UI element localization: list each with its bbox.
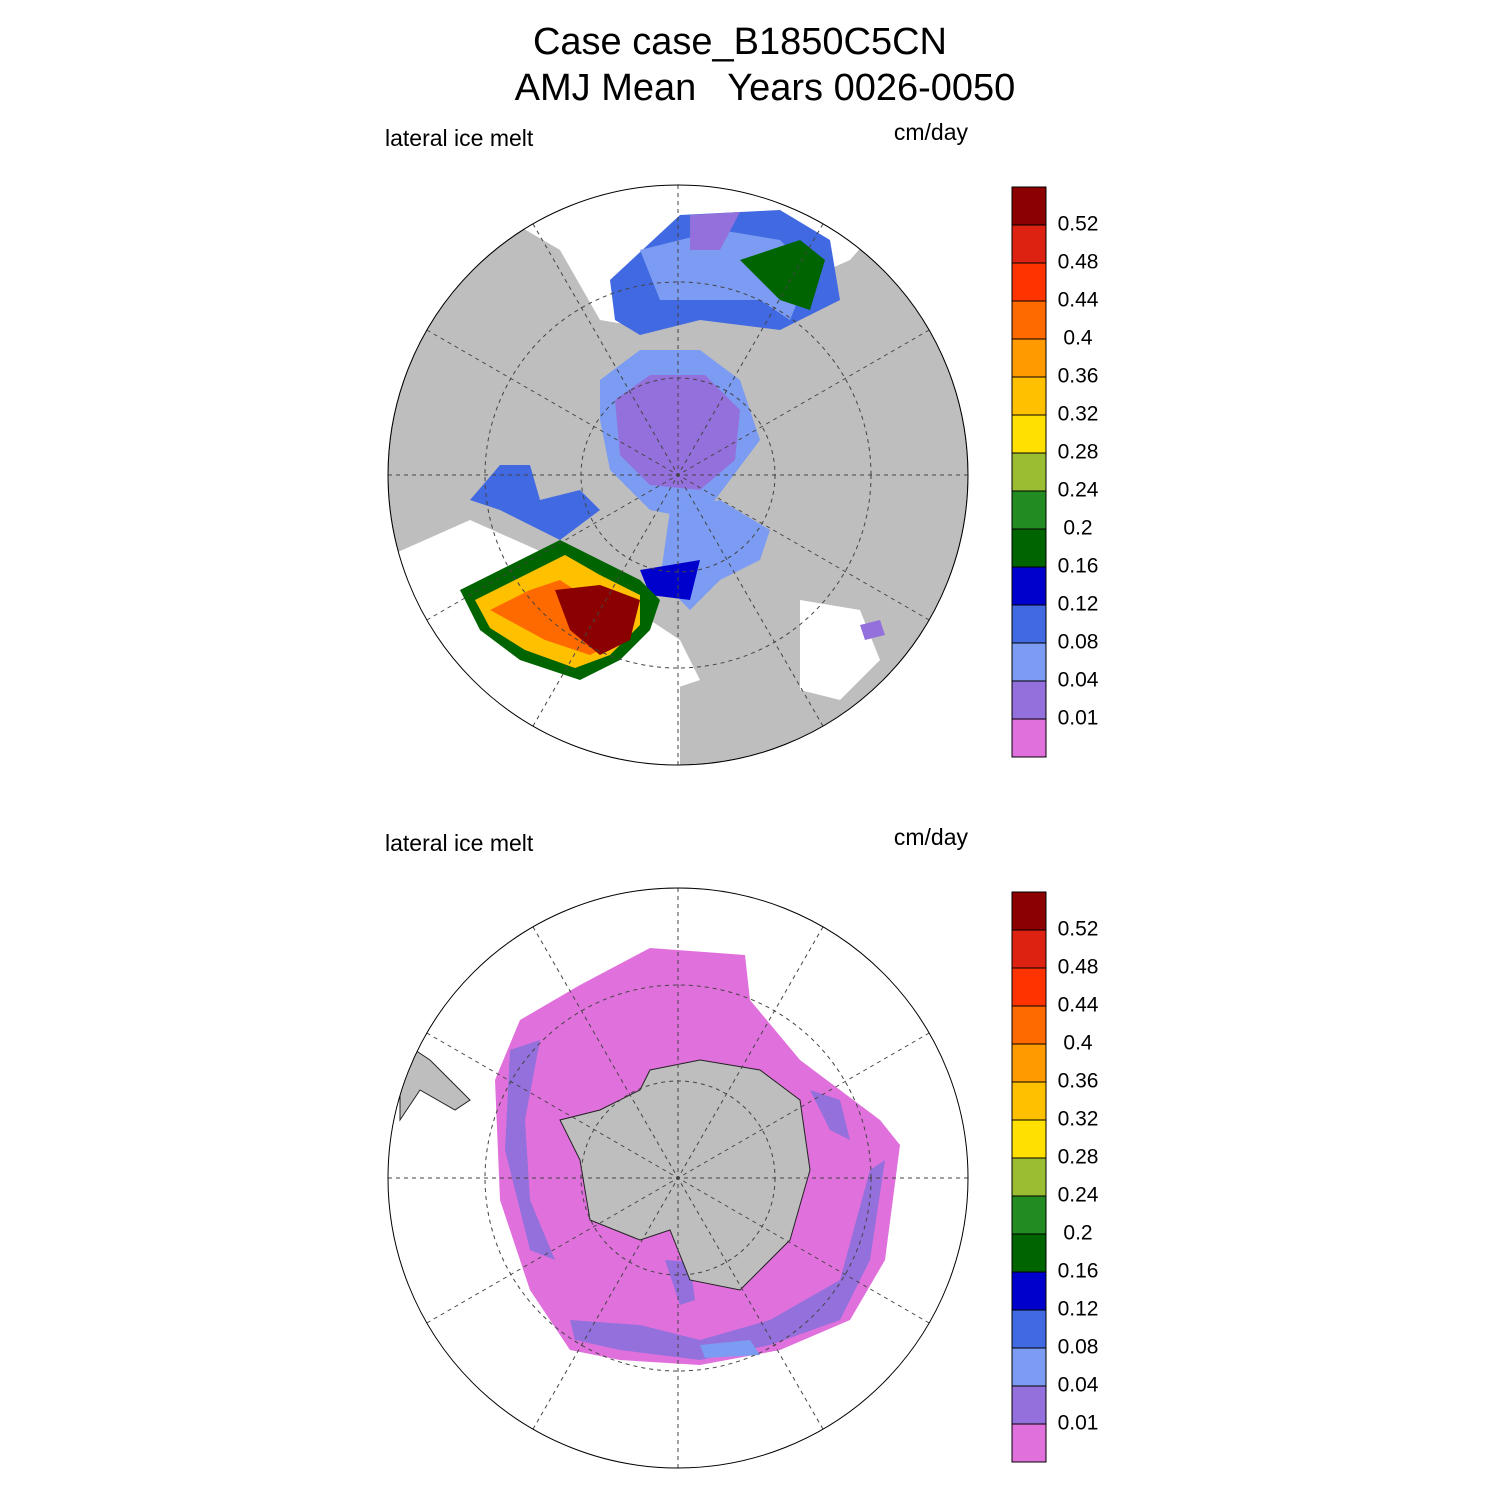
colorbar-label: 0.4 [1063, 327, 1093, 350]
colorbar-box [1011, 376, 1047, 416]
units-label: cm/day [894, 824, 969, 850]
colorbar: 0.01 0.04 0.08 0.12 0.16 0.2 0.24 0.28 0.32 0.36 0… [1011, 186, 1099, 758]
ocean [630, 640, 700, 765]
colorbar-box [1011, 1119, 1047, 1159]
colorbar-box [1011, 224, 1047, 264]
colorbar-box [1011, 1195, 1047, 1235]
title-line-2: AMJ Mean Years 0026-0050 [515, 67, 1016, 109]
colorbar-box [1011, 1309, 1047, 1349]
sea-ice [640, 560, 700, 600]
sea-ice [570, 1160, 885, 1360]
colorbar-label: 0.04 [1058, 669, 1099, 692]
map-border [387, 184, 969, 766]
land [559, 1059, 811, 1291]
colorbar-box [1011, 414, 1047, 454]
colorbar-box [1011, 1385, 1047, 1425]
colorbar-box [1011, 566, 1047, 606]
sea-ice [555, 585, 640, 655]
colorbar-box [1011, 1233, 1047, 1273]
colorbar-box [1011, 929, 1047, 969]
map [399, 948, 900, 1365]
sea-ice [860, 620, 885, 640]
colorbar-label: 0.36 [1058, 1070, 1099, 1093]
colorbar-box [1011, 1423, 1047, 1463]
panel-south: lateral ice melt cm/day 0.01 0.04 0.08 0.12… [385, 824, 1099, 1469]
colorbar-label: 0.52 [1058, 918, 1099, 941]
colorbar-label: 0.32 [1058, 403, 1099, 426]
colorbar-box [1011, 1347, 1047, 1387]
map-border [387, 887, 969, 1469]
colorbar-label: 0.36 [1058, 365, 1099, 388]
graticule [388, 888, 968, 1468]
colorbar-label: 0.32 [1058, 1108, 1099, 1131]
panel-north: lateral ice melt cm/day 0.010.040.080.1 [385, 119, 1099, 766]
colorbar-box [1011, 967, 1047, 1007]
colorbar-label: 0.24 [1058, 1184, 1099, 1207]
colorbar-box [1011, 1005, 1047, 1045]
colorbar-box [1011, 186, 1047, 226]
title-line-1: Case case_B1850C5CN [533, 21, 947, 63]
map [388, 185, 968, 765]
colorbar-box [1011, 338, 1047, 378]
colorbar-label: 0.44 [1058, 289, 1099, 312]
colorbar-label: 0.2 [1063, 517, 1092, 540]
colorbar-label: 0.28 [1058, 1146, 1099, 1169]
colorbar-label: 0.24 [1058, 479, 1099, 502]
sea-ice [740, 240, 825, 310]
colorbar-label: 0.52 [1058, 213, 1099, 236]
colorbar-box [1011, 490, 1047, 530]
colorbar-label: 0.48 [1058, 251, 1099, 274]
units-label: cm/day [894, 119, 969, 145]
sea-ice [505, 1040, 555, 1260]
longitude-line [532, 926, 824, 1430]
sea-ice [615, 375, 740, 490]
colorbar-label: 0.4 [1063, 1032, 1093, 1055]
colorbar-label: 0.44 [1058, 994, 1099, 1017]
colorbar: 0.01 0.04 0.08 0.12 0.16 0.2 0.24 0.28 0.32 0.36 0… [1011, 891, 1099, 1463]
graticule [388, 185, 968, 765]
sea-ice [810, 1090, 850, 1140]
colorbar-box [1011, 642, 1047, 682]
panel-label: lateral ice melt [385, 830, 534, 856]
colorbar-label: 0.01 [1058, 707, 1099, 730]
colorbar-box [1011, 300, 1047, 340]
longitude-line [532, 223, 824, 727]
colorbar-label: 0.08 [1058, 631, 1099, 654]
colorbar-box [1011, 528, 1047, 568]
colorbar-box [1011, 1271, 1047, 1311]
colorbar-label: 0.04 [1058, 1374, 1099, 1397]
land [399, 1039, 471, 1122]
colorbar-label: 0.16 [1058, 555, 1099, 578]
colorbar-box [1011, 1043, 1047, 1083]
colorbar-box [1011, 891, 1047, 931]
colorbar-label: 0.2 [1063, 1222, 1092, 1245]
colorbar-box [1011, 680, 1047, 720]
colorbar-box [1011, 718, 1047, 758]
colorbar-label: 0.08 [1058, 1336, 1099, 1359]
colorbar-label: 0.28 [1058, 441, 1099, 464]
panel-label: lateral ice melt [385, 125, 534, 151]
sea-ice [470, 465, 600, 540]
colorbar-label: 0.48 [1058, 956, 1099, 979]
colorbar-box [1011, 1081, 1047, 1121]
colorbar-label: 0.16 [1058, 1260, 1099, 1283]
colorbar-box [1011, 604, 1047, 644]
sea-ice [690, 212, 740, 250]
colorbar-box [1011, 262, 1047, 302]
sea-ice [700, 1340, 760, 1358]
colorbar-box [1011, 452, 1047, 492]
colorbar-label: 0.01 [1058, 1412, 1099, 1435]
colorbar-label: 0.12 [1058, 593, 1099, 616]
colorbar-box [1011, 1157, 1047, 1197]
colorbar-label: 0.12 [1058, 1298, 1099, 1321]
